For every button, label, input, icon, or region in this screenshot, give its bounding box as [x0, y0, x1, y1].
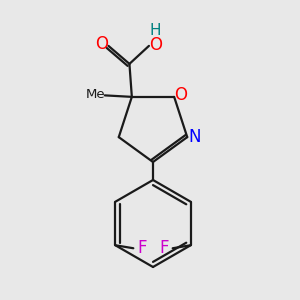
Text: Me: Me: [86, 88, 106, 101]
Text: N: N: [188, 128, 201, 146]
Text: H: H: [150, 23, 161, 38]
Text: F: F: [137, 239, 146, 257]
Text: O: O: [174, 86, 187, 104]
Text: F: F: [160, 239, 169, 257]
Text: O: O: [95, 35, 108, 53]
Text: O: O: [149, 36, 162, 54]
